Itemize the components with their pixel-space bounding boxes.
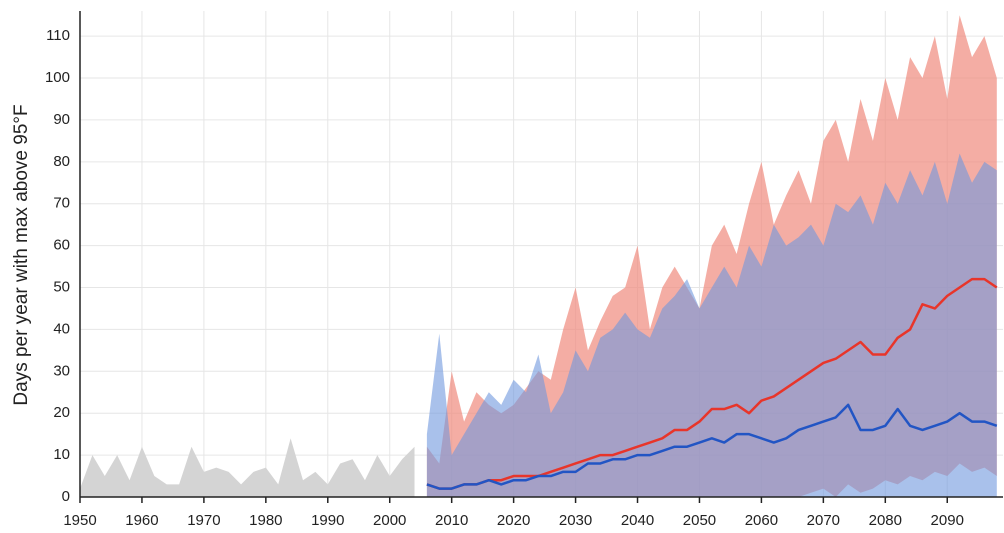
x-tick-label: 2080 — [869, 512, 902, 529]
line — [426, 277, 998, 490]
y-tick-label: 90 — [53, 111, 70, 128]
x-tick-label: 1960 — [125, 512, 158, 529]
y-tick-label: 10 — [53, 446, 70, 463]
y-tick-label: 110 — [46, 27, 70, 44]
x-tick-label: 2070 — [807, 512, 840, 529]
y-tick-label: 20 — [53, 404, 70, 421]
y-tick-label: 0 — [62, 488, 70, 505]
line — [426, 403, 998, 490]
y-tick-label: 50 — [53, 278, 70, 295]
x-tick-label: 2060 — [745, 512, 778, 529]
y-tick-label: 100 — [45, 69, 70, 86]
x-tick-label: 1980 — [249, 512, 282, 529]
y-tick-label: 70 — [53, 195, 70, 212]
x-tick-label: 2000 — [373, 512, 406, 529]
x-tick-label: 2020 — [497, 512, 530, 529]
x-tick-label: 2040 — [621, 512, 654, 529]
y-axis-label: Days per year with max above 95°F — [11, 104, 32, 405]
x-tick-label: 1990 — [311, 512, 344, 529]
x-tick-label: 2030 — [559, 512, 592, 529]
x-tick-label: 1950 — [63, 512, 96, 529]
y-tick-label: 80 — [53, 153, 70, 170]
x-tick-label: 2090 — [931, 512, 964, 529]
y-tick-label: 40 — [53, 320, 70, 337]
y-tick-label: 60 — [53, 237, 70, 254]
x-tick-label: 2010 — [435, 512, 468, 529]
y-tick-label: 30 — [53, 362, 70, 379]
area-band — [80, 438, 415, 497]
area-band — [426, 153, 997, 497]
x-tick-label: 2050 — [683, 512, 716, 529]
x-tick-label: 1970 — [187, 512, 220, 529]
plot-area — [80, 15, 998, 497]
